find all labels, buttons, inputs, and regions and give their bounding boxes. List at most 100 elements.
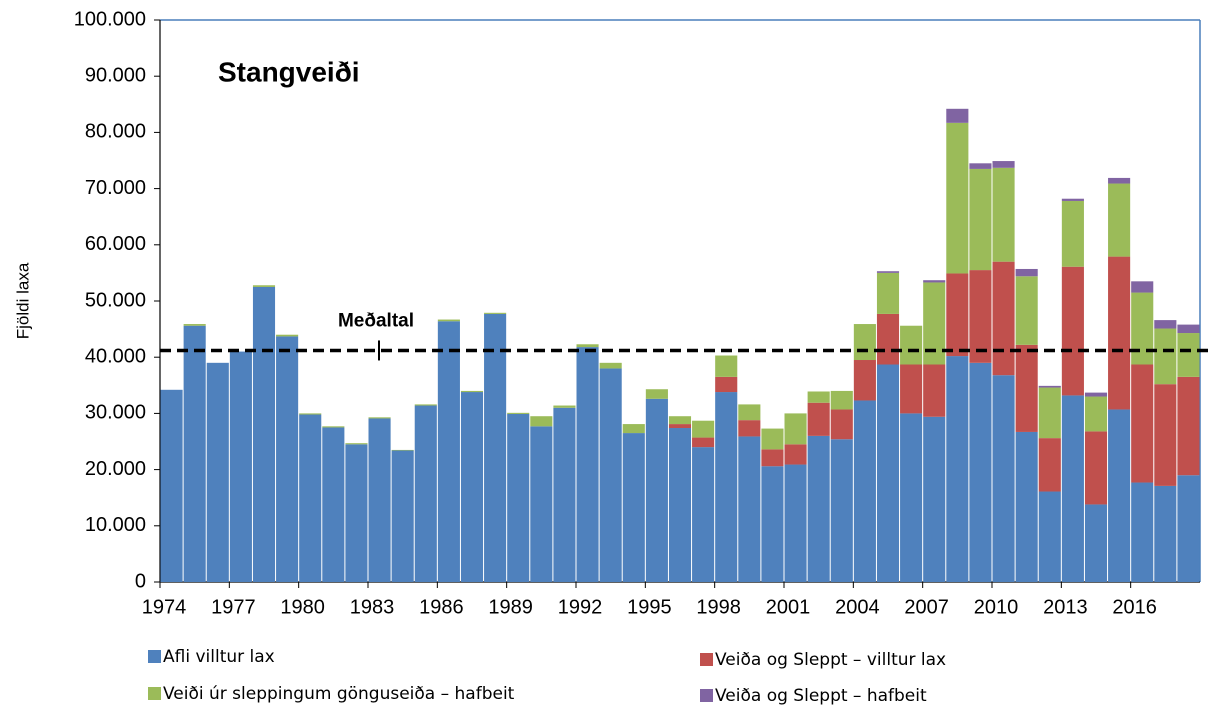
bar-segment bbox=[992, 261, 1015, 376]
bar-segment bbox=[1061, 395, 1084, 582]
bar-segment bbox=[1015, 268, 1038, 277]
bar-segment bbox=[229, 351, 252, 582]
bar-segment bbox=[1131, 482, 1154, 582]
x-tick-label: 1980 bbox=[280, 596, 325, 618]
bar-segment bbox=[1131, 281, 1154, 293]
bar-segment bbox=[692, 437, 715, 448]
y-tick-label: 70.000 bbox=[85, 177, 146, 199]
x-tick-label: 1989 bbox=[488, 596, 533, 618]
bar-segment bbox=[715, 376, 738, 393]
bar-segment bbox=[1038, 387, 1061, 439]
legend-swatch bbox=[148, 687, 161, 700]
bar-segment bbox=[761, 449, 784, 467]
bar-segment bbox=[299, 414, 322, 582]
bar-segment bbox=[276, 334, 299, 337]
bar-segment bbox=[1108, 256, 1131, 410]
chart-title: Stangveiði bbox=[218, 56, 360, 87]
bar-segment bbox=[807, 391, 830, 403]
bar-segment bbox=[206, 362, 229, 582]
bar-segment bbox=[437, 321, 460, 582]
bar-segment bbox=[1061, 198, 1084, 201]
x-tick-label: 2004 bbox=[835, 596, 880, 618]
bar-segment bbox=[830, 439, 853, 582]
bar-segment bbox=[1015, 344, 1038, 432]
bar-segment bbox=[276, 336, 299, 582]
bar-segment bbox=[1038, 438, 1061, 492]
bar-segment bbox=[807, 402, 830, 436]
bar-segment bbox=[1177, 324, 1200, 334]
bar-segment bbox=[530, 416, 553, 427]
bar-segment bbox=[946, 108, 969, 123]
y-tick-label: 0 bbox=[135, 570, 146, 592]
bar-segment bbox=[1154, 328, 1177, 385]
x-tick-label: 1998 bbox=[696, 596, 741, 618]
bar-segment bbox=[992, 161, 1015, 168]
bar-segment bbox=[876, 364, 900, 582]
bar-segment bbox=[1061, 266, 1084, 396]
legend-swatch bbox=[148, 650, 161, 663]
y-tick-label: 90.000 bbox=[85, 64, 146, 86]
average-label: Meðaltal bbox=[338, 310, 414, 331]
y-tick-label: 30.000 bbox=[85, 402, 146, 424]
bar-segment bbox=[761, 466, 784, 582]
bar-segment bbox=[368, 418, 391, 582]
legend-swatch bbox=[700, 653, 713, 666]
bar-segment bbox=[1154, 485, 1177, 582]
x-tick-label: 2013 bbox=[1043, 596, 1088, 618]
bar-segment bbox=[738, 404, 761, 421]
x-tick-label: 2001 bbox=[766, 596, 811, 618]
bar-segment bbox=[1108, 177, 1131, 184]
x-tick-label: 1995 bbox=[627, 596, 672, 618]
bar-segment bbox=[299, 413, 322, 415]
legend-label: Veiða og Sleppt – hafbeit bbox=[715, 686, 927, 706]
bar-segment bbox=[830, 409, 853, 440]
bar-segment bbox=[322, 427, 345, 582]
bar-segment bbox=[160, 389, 183, 582]
y-axis-label: Fjöldi laxa bbox=[13, 262, 32, 339]
bar-segment bbox=[1061, 200, 1084, 267]
bar-segment bbox=[1084, 396, 1108, 432]
x-tick-label: 1986 bbox=[419, 596, 464, 618]
bar-segment bbox=[252, 286, 276, 582]
bar-segment bbox=[969, 362, 992, 582]
bar-segment bbox=[923, 282, 946, 365]
bar-segment bbox=[368, 417, 391, 419]
bar-segment bbox=[946, 356, 969, 582]
bar-segment bbox=[345, 443, 368, 445]
bar-segment bbox=[807, 435, 830, 582]
bar-segment bbox=[738, 436, 761, 582]
bar-segment bbox=[507, 413, 530, 582]
bar-segment bbox=[900, 325, 923, 365]
bar-segment bbox=[1131, 364, 1154, 483]
bar-segment bbox=[437, 319, 460, 322]
y-tick-label: 60.000 bbox=[85, 233, 146, 255]
bar-segment bbox=[414, 405, 437, 582]
legend-label: Afli villtur lax bbox=[163, 647, 275, 667]
bar-segment bbox=[1084, 431, 1108, 505]
bar-segment bbox=[1177, 376, 1200, 476]
bar-segment bbox=[1131, 292, 1154, 365]
x-tick-label: 1974 bbox=[142, 596, 187, 618]
bar-segment bbox=[1177, 333, 1200, 377]
bar-segment bbox=[668, 416, 692, 425]
bar-segment bbox=[853, 324, 876, 361]
bar-segment bbox=[414, 404, 437, 406]
bar-segment bbox=[784, 413, 807, 445]
bar-segment bbox=[668, 424, 692, 429]
bar-segment bbox=[553, 405, 576, 408]
bar-segment bbox=[1084, 392, 1108, 397]
bar-segment bbox=[738, 420, 761, 437]
bar-segment bbox=[1038, 491, 1061, 582]
bar-segment bbox=[1154, 320, 1177, 329]
bar-segment bbox=[784, 464, 807, 582]
bar-segment bbox=[1038, 385, 1061, 388]
bar-segment bbox=[322, 426, 345, 428]
bar-segment bbox=[715, 355, 738, 377]
bar-segment bbox=[622, 424, 645, 434]
bar-segment bbox=[900, 364, 923, 414]
bar-segment bbox=[645, 398, 668, 582]
bar-segment bbox=[1084, 504, 1108, 582]
x-tick-label: 2016 bbox=[1112, 596, 1157, 618]
bar-segment bbox=[507, 412, 530, 414]
